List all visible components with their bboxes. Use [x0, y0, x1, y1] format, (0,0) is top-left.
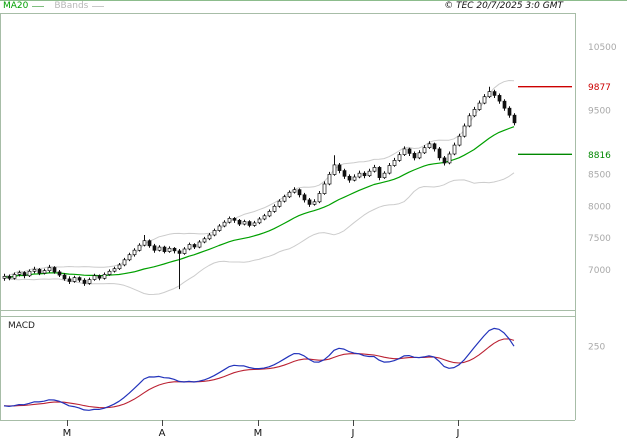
- copyright-text: © TEC 20/7/2025 3:0 GMT: [444, 1, 563, 11]
- svg-text:A: A: [159, 428, 166, 439]
- bollinger-bands: [3, 80, 515, 295]
- chart-legend: MA20 BBands: [0, 0, 105, 13]
- legend-label-ma20: MA20: [3, 1, 29, 11]
- legend-label-bbands: BBands: [54, 1, 89, 11]
- svg-text:J: J: [351, 428, 355, 439]
- price-marker-9877: 9877: [518, 79, 620, 93]
- chart-header: MA20 BBands © TEC 20/7/2025 3:0 GMT: [0, 0, 627, 13]
- svg-text:7500: 7500: [588, 234, 611, 244]
- svg-text:7000: 7000: [588, 266, 611, 276]
- legend-item-bbands: BBands: [54, 0, 105, 13]
- svg-text:250: 250: [588, 343, 605, 353]
- legend-item-ma20: MA20: [3, 0, 45, 13]
- svg-text:MACD: MACD: [8, 321, 35, 331]
- svg-text:8500: 8500: [588, 170, 611, 180]
- svg-text:8816: 8816: [588, 151, 611, 161]
- macd-panel: MACD 250: [3, 321, 605, 411]
- svg-text:10500: 10500: [588, 43, 617, 53]
- chart-frame: [0, 0, 627, 421]
- price-axis-labels: 10500 9500 8500 8000 7500 7000: [588, 43, 617, 276]
- svg-text:9500: 9500: [588, 107, 611, 117]
- ma20-line: [3, 126, 515, 278]
- ma20-line-swatch: [32, 6, 45, 7]
- svg-text:M: M: [254, 428, 263, 439]
- candlestick-series: [2, 86, 517, 290]
- svg-text:J: J: [456, 428, 460, 439]
- svg-text:8000: 8000: [588, 202, 611, 212]
- bbands-line-swatch: [92, 6, 105, 7]
- svg-text:M: M: [63, 428, 72, 439]
- svg-text:9877: 9877: [588, 83, 611, 93]
- price-marker-8816: 8816: [518, 147, 620, 161]
